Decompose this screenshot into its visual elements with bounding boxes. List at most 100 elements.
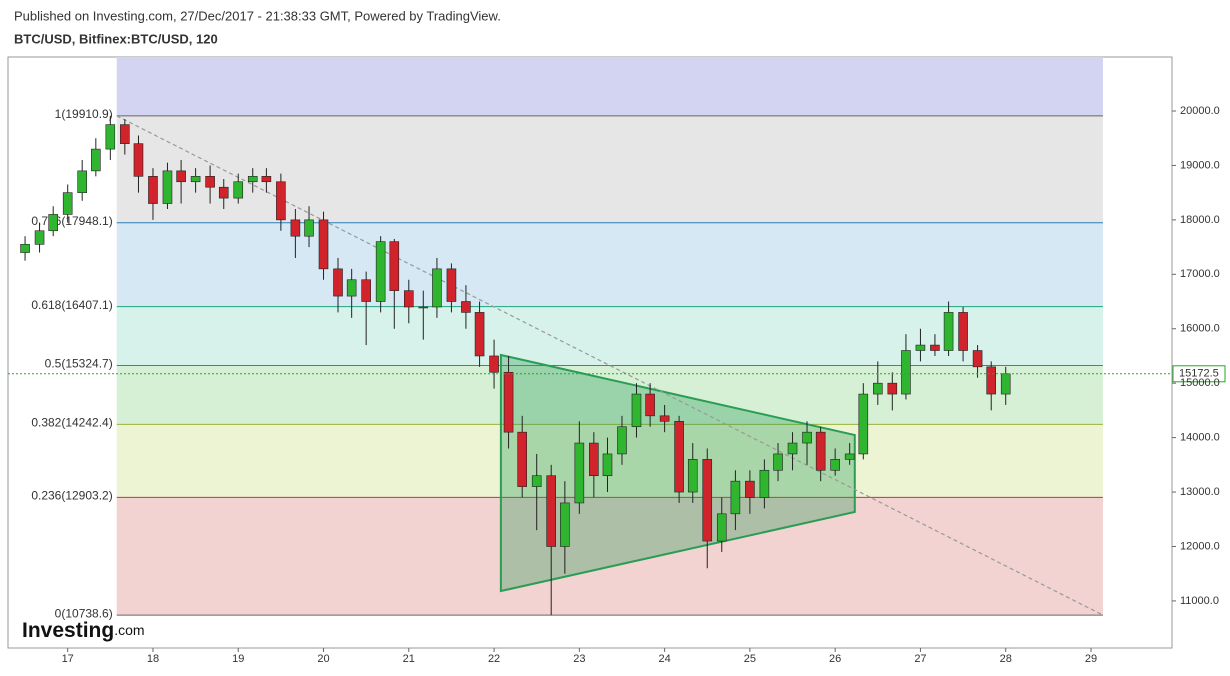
x-tick-label: 28 [1000, 653, 1012, 665]
fib-band [116, 306, 1103, 366]
candle-body [844, 453, 855, 460]
candle-body [873, 382, 883, 395]
candle-body [560, 502, 570, 547]
x-tick-label: 19 [232, 653, 244, 665]
candle-body [730, 480, 741, 515]
candle-body [461, 301, 471, 313]
y-tick-label: 13000.0 [1180, 486, 1220, 498]
candle-body [858, 393, 869, 455]
logo-brand-text: Investing [22, 619, 114, 642]
y-tick-label: 14000.0 [1180, 432, 1220, 444]
y-tick-label: 15000.0 [1180, 377, 1220, 389]
candle-body [489, 355, 499, 373]
candle-body [333, 268, 343, 297]
candle-body [659, 415, 670, 422]
candle-body [20, 244, 30, 253]
logo-brand: Investing.com [22, 619, 145, 642]
x-tick-label: 20 [317, 653, 329, 665]
candle-body [389, 241, 400, 291]
candle-body [133, 143, 144, 177]
candle-body [403, 290, 414, 308]
candle-body [446, 268, 457, 302]
candle-body [887, 382, 898, 395]
symbol-info: BTC/USD, Bitfinex:BTC/USD, 120 [14, 31, 218, 46]
last-price-box [1172, 365, 1226, 383]
fib-label: 0.618(16407.1) [31, 298, 112, 312]
y-tick-label: 11000.0 [1180, 595, 1219, 607]
candle-body [972, 350, 983, 368]
candle-body [375, 241, 386, 302]
plot-layer: 1(19910.9) 0.786(17948.1) 0.618(16407.1) 0.… [8, 57, 1172, 620]
candle-body [276, 181, 286, 221]
candle-body [120, 124, 130, 144]
candle-body [915, 344, 926, 351]
x-tick-label: 21 [403, 653, 415, 665]
fib-band [116, 222, 1103, 307]
y-tick-label: 17000.0 [1180, 268, 1220, 280]
x-tick-label: 29 [1085, 653, 1097, 665]
candle-body [830, 459, 840, 471]
x-tick-label: 22 [488, 653, 500, 665]
candle-body [346, 279, 357, 297]
y-tick-label: 18000.0 [1180, 214, 1220, 226]
candle-body [645, 393, 655, 417]
logo-suffix: .com [114, 622, 144, 638]
candle-body [716, 513, 727, 542]
candle-body [261, 176, 272, 183]
candle-body [176, 170, 186, 183]
candle-body [105, 124, 116, 150]
fib-label: 0.236(12903.2) [31, 488, 112, 502]
x-tick-label: 23 [573, 653, 585, 665]
y-tick-label: 16000.0 [1180, 323, 1220, 335]
candle-body [702, 459, 713, 542]
x-tick-label: 25 [744, 653, 756, 665]
candle-body [986, 366, 997, 395]
fib-label: 0.382(14242.4) [31, 416, 112, 430]
candle-body [602, 453, 613, 477]
candle-body [531, 475, 542, 487]
candle-body [589, 442, 599, 477]
candle-body [674, 420, 684, 493]
x-tick-label: 27 [914, 653, 926, 665]
candle-body [318, 219, 329, 270]
candle-body [773, 453, 783, 471]
fib-label: 0.5(15324.7) [45, 357, 113, 371]
candle-body [233, 181, 244, 199]
candle-body [361, 279, 371, 302]
fib-band [116, 115, 1103, 223]
candle-body [759, 469, 770, 498]
candle-body [432, 268, 442, 308]
candle-body [1000, 373, 1011, 395]
candle-body [617, 426, 627, 455]
candle-body [247, 176, 258, 183]
y-tick-label: 20000.0 [1180, 105, 1220, 117]
candle-body [474, 312, 485, 357]
fib-label: 1(19910.9) [55, 107, 113, 121]
candle-body [901, 350, 911, 395]
candle-body [148, 176, 158, 204]
x-tick-label: 17 [62, 653, 74, 665]
fib-label: 0(10738.6) [55, 606, 113, 620]
candle-body [958, 312, 968, 351]
y-tick-label: 12000.0 [1180, 540, 1220, 552]
candle-body [930, 344, 940, 351]
candle-body [574, 442, 585, 504]
candle-body [218, 186, 229, 199]
candle-body [787, 442, 798, 455]
fib-band [116, 497, 1103, 616]
x-tick-label: 18 [147, 653, 159, 665]
fib-band [116, 365, 1103, 425]
last-price-label: 15172.5 [1179, 368, 1219, 380]
candle-body [91, 148, 101, 172]
fib-top-band [116, 57, 1103, 116]
candle-body [503, 371, 514, 433]
candle-body [290, 219, 301, 237]
candle-body [190, 176, 201, 183]
x-tick-label: 24 [658, 653, 670, 665]
candle-body [62, 192, 73, 215]
candle-body [815, 431, 826, 471]
candle-body [34, 230, 45, 245]
y-tick-label: 19000.0 [1180, 159, 1220, 171]
